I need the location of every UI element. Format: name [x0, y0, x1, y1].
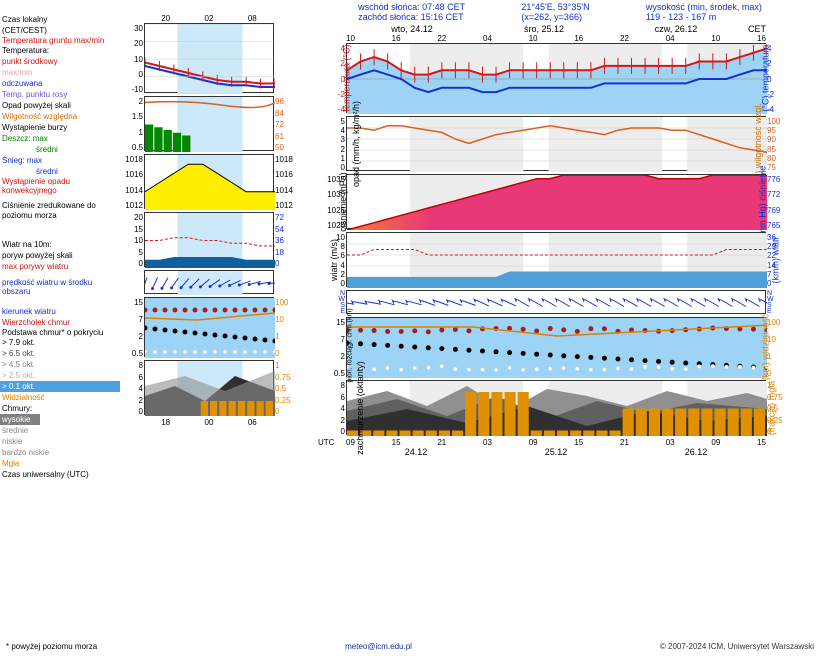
- legend-midpoint: punkt środkowy: [0, 56, 120, 67]
- legend-c79: > 7.9 okt.: [0, 337, 120, 348]
- legend-czas: Czas lokalny: [0, 14, 120, 25]
- legend-clouds: Chmury:: [0, 403, 120, 414]
- legend-windspd: prędkość wiatru w środku obszaru: [0, 278, 120, 296]
- coords: 21°45'E, 53°35'N: [521, 2, 589, 12]
- footer-copyright: © 2007-2024 ICM, Uniwersytet Warszawski: [660, 642, 814, 651]
- alt-label: wysokość (min, środek, max): [646, 2, 762, 12]
- legend-vlow: bardzo niskie: [0, 447, 120, 458]
- sunset: zachód słońca: 15:16 CET: [358, 12, 465, 22]
- legend-felt: odczuwana: [0, 78, 120, 89]
- sunrise: wschód słońca: 07:48 CET: [358, 2, 465, 12]
- left-cover: 0246800.250.50.751: [144, 360, 274, 415]
- date-row: wto, 24.12śro, 25.12czw, 26.12CET: [346, 24, 766, 34]
- left-charts-col: 200208 -1001020300.511.52506172849610121…: [120, 0, 300, 640]
- legend-temp: Temperatura:: [0, 45, 120, 56]
- legend-fog: Mgła: [0, 458, 120, 469]
- xy: (x=262, y=366): [521, 12, 589, 22]
- legend-dewpoint: Temp. punktu rosy: [0, 89, 120, 100]
- left-press: 10121014101610181012101410161018: [144, 154, 274, 209]
- legend-high: wysokie: [0, 414, 40, 425]
- legend-rh: Wilgotność względna: [0, 111, 120, 122]
- left-winddir: [144, 270, 274, 294]
- chart-precip: 0123457580859095100opad (mm/h, kg/m²/h)(…: [346, 116, 766, 171]
- chart-pressure: 1020102510301035765769772776ciśnienie (h…: [346, 174, 766, 229]
- legend-rain: Deszcz: max: [0, 133, 120, 144]
- legend-cloudtop: Wierzchołek chmur: [0, 317, 120, 328]
- header-row: wschód słońca: 07:48 CET zachód słońca: …: [300, 0, 820, 24]
- alt-val: 119 - 123 - 167 m: [646, 12, 762, 22]
- legend-c01: > 0.1 okt.: [0, 381, 120, 392]
- legend-pressure: Ciśnienie zredukowane do poziomu morza: [0, 201, 120, 221]
- legend-panel: Czas lokalny (CET/CEST) Temperatura grun…: [0, 0, 120, 640]
- left-temp: -100102030: [144, 23, 274, 93]
- chart-temperature: -4-2024-4-2024temperatura (°C)(°C) tempe…: [346, 43, 766, 113]
- legend-snow: Śnieg: max: [0, 155, 120, 166]
- legend-storm: Wystąpienie burzy: [0, 122, 120, 133]
- legend-c25: > 2.5 okt.: [0, 370, 120, 381]
- legend-c65: > 6.5 okt.: [0, 348, 120, 359]
- utc-hours-row: UTC09152103091521030915: [346, 438, 766, 447]
- chart-cover: 0246800.250.50.751zachmurzenie (oktanty)…: [346, 380, 766, 435]
- chart-wind: 02468100714222936wiatr (m/s)(km/h) wiatr: [346, 232, 766, 287]
- legend-low: niskie: [0, 436, 120, 447]
- footer-note: * powyżej poziomu morza: [6, 642, 97, 651]
- legend-cloudbase: Podstawa chmur* o pokryciu: [0, 328, 120, 337]
- footer: * powyżej poziomu morza meteo@icm.edu.pl…: [0, 640, 820, 653]
- legend-czas2: (CET/CEST): [0, 25, 120, 36]
- legend-snow-avg: średni: [0, 166, 120, 177]
- legend-offscale: Opad powyżej skali: [0, 100, 120, 111]
- utc-date-row: 24.1225.1226.12: [346, 447, 766, 457]
- legend-conv: Wystąpienie opadu konwekcyjnego: [0, 177, 120, 195]
- left-wind: 05101520018365472: [144, 212, 274, 267]
- hours-row: 10162204101622041016: [346, 34, 766, 43]
- left-cloud: 0.527150110100: [144, 297, 274, 357]
- legend-tground: Temperatura gruntu max/min: [0, 36, 120, 45]
- legend-gustmax: max porywy wiatru: [0, 261, 120, 272]
- legend-vis: Widzialność: [0, 392, 120, 403]
- legend-winddir: kierunek wiatru: [0, 306, 120, 317]
- legend-wind10: Wiatr na 10m:: [0, 239, 120, 250]
- legend-mid: średnie: [0, 425, 120, 436]
- footer-email: meteo@icm.edu.pl: [345, 642, 412, 651]
- left-precip: 0.511.525061728496: [144, 96, 274, 151]
- legend-gustoff: poryw powyżej skali: [0, 250, 120, 261]
- legend-rain-avg: średni: [0, 144, 120, 155]
- left-hours-top: 200208: [144, 14, 274, 23]
- legend-maxmin: max/min: [0, 67, 120, 78]
- legend-c45: > 4.5 okt.: [0, 359, 120, 370]
- chart-winddir: NWSENWSE: [346, 290, 766, 314]
- right-charts-col: -4-2024-4-2024temperatura (°C)(°C) tempe…: [346, 43, 766, 438]
- legend-utc: Czas uniwersalny (UTC): [0, 469, 120, 480]
- chart-cloud: 0.527150110100pion. rozciągł. chm.(km)(k…: [346, 317, 766, 377]
